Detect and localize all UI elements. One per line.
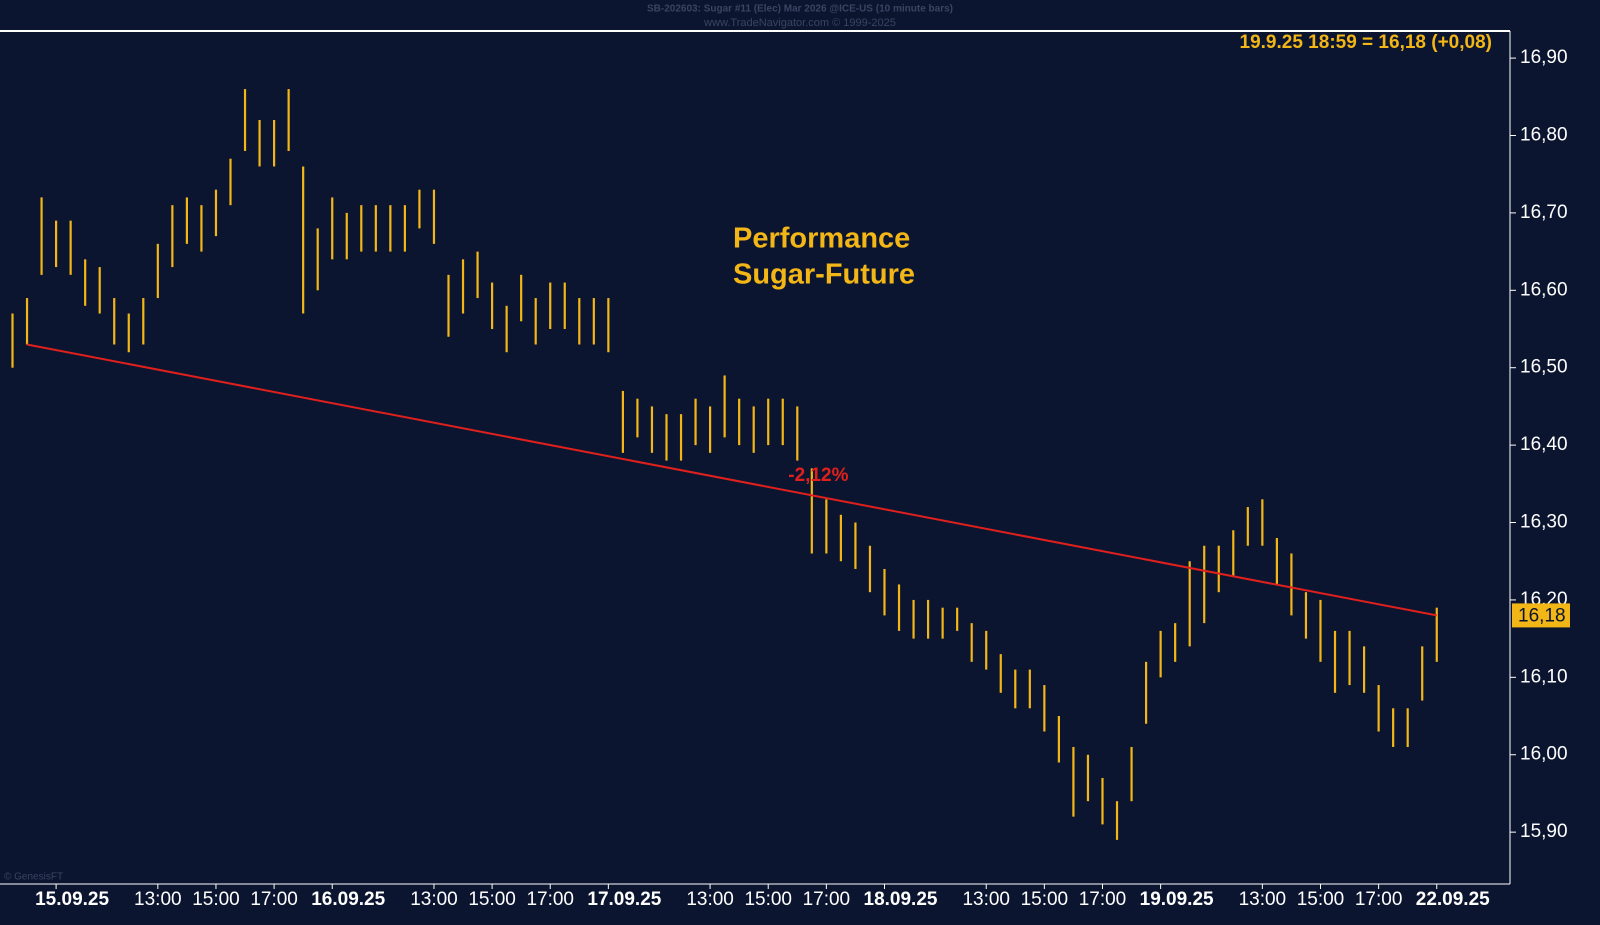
x-tick-label: 15:00 xyxy=(468,889,516,910)
quote: 19.9.25 18:59 = 16,18 (+0,08) xyxy=(1240,32,1492,53)
trend-line xyxy=(26,343,1437,617)
x-tick-label: 15.09.25 xyxy=(35,889,109,910)
y-tick-label: 16,40 xyxy=(1520,434,1568,455)
x-tick-label: 22.09.25 xyxy=(1416,889,1490,910)
y-tick-label: 16,30 xyxy=(1520,512,1568,533)
x-tick-label: 13:00 xyxy=(1239,889,1287,910)
x-tick-label: 13:00 xyxy=(686,889,734,910)
x-tick-label: 15:00 xyxy=(744,889,792,910)
x-tick-label: 17:00 xyxy=(803,889,851,910)
y-tick-label: 16,10 xyxy=(1520,666,1568,687)
x-tick-label: 13:00 xyxy=(962,889,1010,910)
y-tick-label: 16,60 xyxy=(1520,279,1568,300)
header-title: SB-202603: Sugar #11 (Elec) Mar 2026 @IC… xyxy=(647,4,953,15)
last-price-label: 16,18 xyxy=(1518,605,1566,626)
x-tick-label: 17.09.25 xyxy=(587,889,661,910)
x-tick-label: 15:00 xyxy=(1021,889,1069,910)
x-tick-label: 13:00 xyxy=(134,889,182,910)
y-tick-label: 16,90 xyxy=(1520,47,1568,68)
x-tick-label: 16.09.25 xyxy=(311,889,385,910)
last-price-box xyxy=(1512,603,1570,628)
annotation: Performance xyxy=(733,223,910,255)
y-tick-label: 16,80 xyxy=(1520,125,1568,146)
y-tick-label: 16,70 xyxy=(1520,202,1568,223)
x-tick-label: 17:00 xyxy=(250,889,298,910)
x-tick-label: 15:00 xyxy=(1297,889,1345,910)
x-tick-label: 13:00 xyxy=(410,889,458,910)
annotation: Sugar-Future xyxy=(733,259,915,291)
credit: © GenesisFT xyxy=(4,872,63,883)
x-tick-label: 17:00 xyxy=(1079,889,1127,910)
x-tick-label: 19.09.25 xyxy=(1140,889,1214,910)
y-tick-label: 15,90 xyxy=(1520,821,1568,842)
x-tick-label: 18.09.25 xyxy=(864,889,938,910)
header-subtitle: www.TradeNavigator.com © 1999-2025 xyxy=(703,17,896,29)
x-tick-label: 17:00 xyxy=(1355,889,1403,910)
y-tick-label: 16,00 xyxy=(1520,744,1568,765)
x-tick-label: 17:00 xyxy=(526,889,574,910)
x-tick-label: 15:00 xyxy=(192,889,240,910)
trend-label: -2,12% xyxy=(788,465,848,486)
y-tick-label: 16,50 xyxy=(1520,357,1568,378)
